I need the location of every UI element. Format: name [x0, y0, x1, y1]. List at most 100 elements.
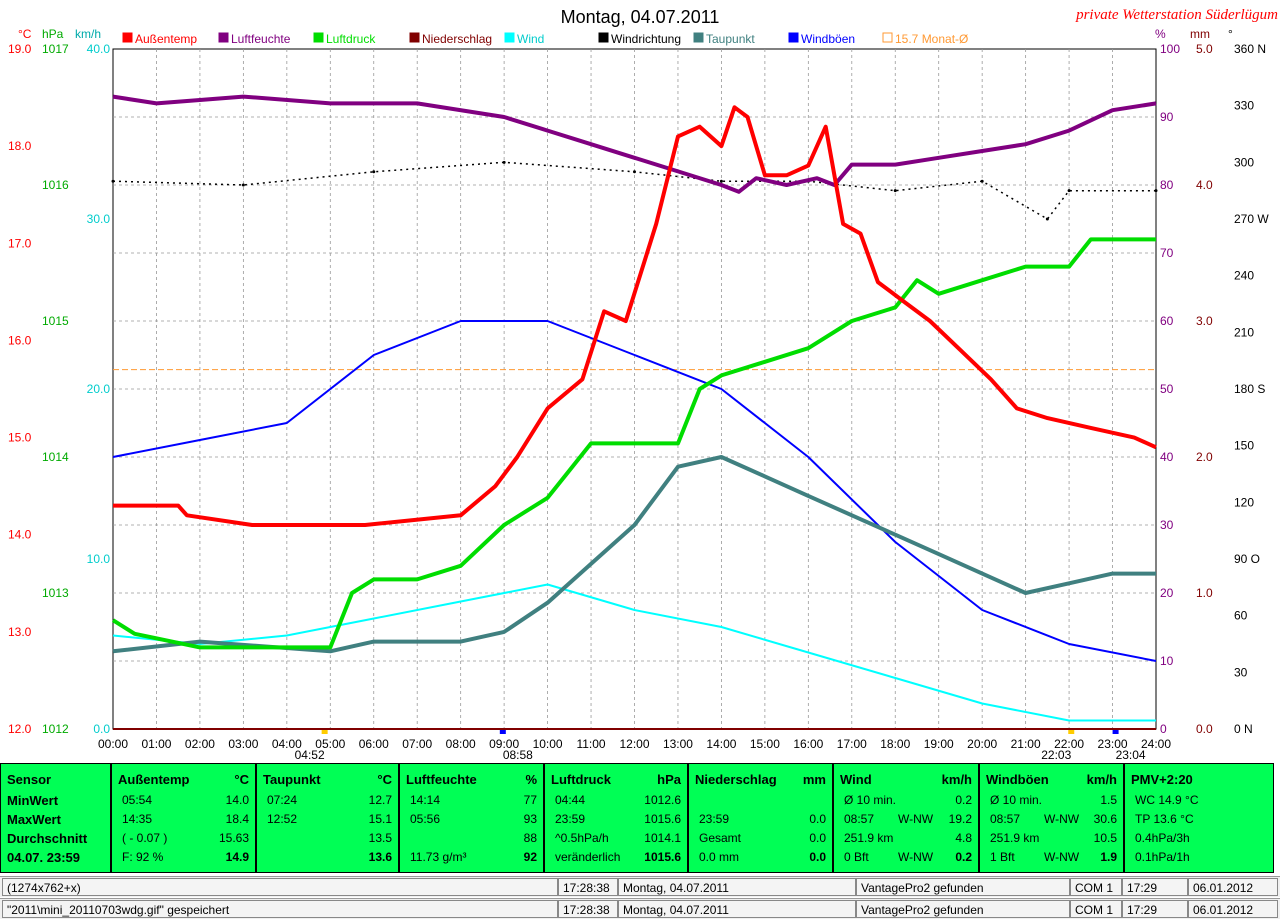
tick-dir: 180 S: [1234, 382, 1265, 396]
tick-wind: 10.0: [87, 552, 111, 566]
tick-hum: 90: [1160, 110, 1174, 124]
tick-hum: 60: [1160, 314, 1174, 328]
tick-x: 01:00: [141, 737, 171, 751]
panel-cell-label: Ø 10 min.: [844, 793, 896, 808]
tick-wind: 30.0: [87, 212, 111, 226]
panel-unit: °C: [234, 772, 249, 787]
panel-cell-value: 1012.6: [644, 793, 681, 808]
panel-cell-label: 23:59: [555, 812, 585, 827]
unit-rain: mm: [1190, 27, 1210, 41]
tick-x: 03:00: [228, 737, 258, 751]
panel-cell-value: 13.6: [369, 850, 392, 865]
tick-dir: 0 N: [1234, 722, 1253, 736]
status-date: Montag, 04.07.2011: [618, 878, 856, 896]
panel-cell-label: 08:57: [990, 812, 1020, 827]
tick-dir: 240: [1234, 269, 1254, 283]
panel-cell-label: TP 13.6 °C: [1135, 812, 1194, 827]
tick-x: 06:00: [359, 737, 389, 751]
panel-cell-label: 04:44: [555, 793, 585, 808]
tick-dir: 150: [1234, 439, 1254, 453]
tick-hum: 20: [1160, 586, 1174, 600]
panel-title: Sensor: [7, 772, 51, 787]
panel-title: PMV+2:20: [1131, 772, 1193, 787]
tick-x: 18:00: [880, 737, 910, 751]
tick-x: 21:00: [1011, 737, 1041, 751]
tick-x: 02:00: [185, 737, 215, 751]
tick-temp: 16.0: [8, 333, 32, 347]
legend-label: Windrichtung: [611, 32, 681, 46]
sun-mark: [322, 730, 328, 734]
unit-temp: °C: [18, 27, 32, 41]
panel-cell-label: Ø 10 min.: [990, 793, 1042, 808]
data-point: [503, 161, 506, 164]
panel-cell-label: 12:52: [267, 812, 297, 827]
panel-cell-label: 14:14: [410, 793, 440, 808]
panel-cell-label: 05:54: [122, 793, 152, 808]
sun-label: 23:04: [1116, 748, 1146, 762]
panel-unit: km/h: [1087, 772, 1117, 787]
tick-x: 17:00: [837, 737, 867, 751]
panel-cell-value: 92: [524, 850, 537, 865]
tick-temp: 15.0: [8, 431, 32, 445]
panel-cell-label: 251.9 km: [990, 831, 1039, 846]
tick-wind: 40.0: [87, 42, 111, 56]
tick-x: 00:00: [98, 737, 128, 751]
legend-label: 15.7 Monat-Ø: [895, 32, 968, 46]
tick-x: 20:00: [967, 737, 997, 751]
legend-label: Außentemp: [135, 32, 197, 46]
status-time: 17:28:38: [558, 878, 618, 896]
panel-cell-value: 14.0: [226, 793, 249, 808]
panel-cell-value: 1014.1: [644, 831, 681, 846]
tick-dir: 60: [1234, 609, 1248, 623]
data-point: [633, 170, 636, 173]
panel-unit: mm: [803, 772, 826, 787]
data-point: [242, 184, 245, 187]
tick-dir: 330: [1234, 99, 1254, 113]
status-today: 06.01.2012: [1188, 878, 1278, 896]
data-point: [1155, 189, 1158, 192]
legend-swatch: [123, 33, 132, 42]
sun-mark: [500, 730, 506, 734]
data-point: [1068, 189, 1071, 192]
panel-title: Luftfeuchte: [406, 772, 477, 787]
panel-cell-label: 0.0 mm: [699, 850, 739, 865]
panel-cell-value: 1.5: [1100, 793, 1117, 808]
legend-swatch: [599, 33, 608, 42]
legend-label: Luftdruck: [326, 32, 376, 46]
tick-rain: 0.0: [1196, 722, 1213, 736]
panel-cell-label: 1 Bft: [990, 850, 1015, 865]
panel-unit: %: [525, 772, 537, 787]
tick-temp: 19.0: [8, 42, 32, 56]
tick-rain: 4.0: [1196, 178, 1213, 192]
tick-press: 1017: [42, 42, 69, 56]
sun-label: 22:03: [1041, 748, 1071, 762]
panel-cell-value: 1.9: [1100, 850, 1117, 865]
panel-cell-value: 18.4: [226, 812, 249, 827]
tick-rain: 1.0: [1196, 586, 1213, 600]
tick-wind: 0.0: [93, 722, 110, 736]
unit-dir: °: [1228, 27, 1233, 41]
tick-x: 10:00: [533, 737, 563, 751]
panel-cell-label: 14:35: [122, 812, 152, 827]
tick-x: 12:00: [619, 737, 649, 751]
tick-rain: 2.0: [1196, 450, 1213, 464]
tick-x: 08:00: [446, 737, 476, 751]
status-message: "2011\mini_20110703wdg.gif" gespeichert: [2, 900, 558, 918]
legend-label: Taupunkt: [706, 32, 755, 46]
panel-cell-dir: W-NW: [898, 850, 933, 865]
panel-cell-label: WC 14.9 °C: [1135, 793, 1198, 808]
status-today-2: 06.01.2012: [1188, 900, 1278, 918]
panel-cell-value: 15.1: [369, 812, 392, 827]
data-point: [372, 170, 375, 173]
tick-hum: 50: [1160, 382, 1174, 396]
panel-title: Windböen: [986, 772, 1049, 787]
tick-dir: 90 O: [1234, 552, 1260, 566]
panel-cell-dir: W-NW: [1044, 812, 1079, 827]
panel-cell-dir: W-NW: [898, 812, 933, 827]
tick-press: 1014: [42, 450, 69, 464]
